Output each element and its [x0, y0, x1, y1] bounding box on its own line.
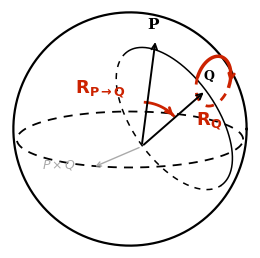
- Text: $P\times Q$: $P\times Q$: [42, 158, 76, 172]
- Text: $\mathbf{R_Q}$: $\mathbf{R_Q}$: [196, 110, 222, 131]
- Text: Q: Q: [203, 70, 214, 83]
- Text: P: P: [148, 18, 159, 32]
- Text: $\mathbf{R_{P \rightarrow Q}}$: $\mathbf{R_{P \rightarrow Q}}$: [75, 78, 126, 99]
